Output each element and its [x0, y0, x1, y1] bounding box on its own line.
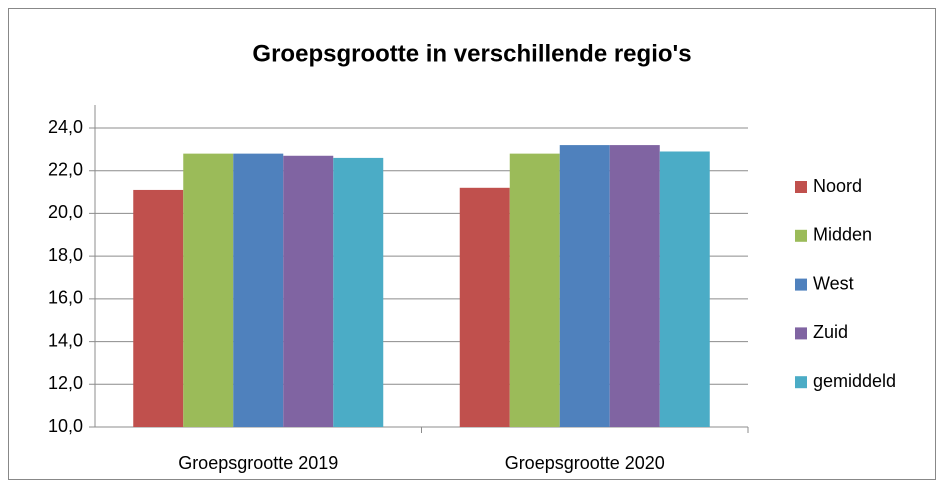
bar: [659, 151, 710, 427]
y-tick-label: 20,0: [48, 202, 83, 222]
bar: [333, 157, 384, 427]
legend-swatch: [795, 327, 807, 340]
legend-label: West: [813, 273, 854, 293]
bar: [609, 145, 660, 428]
legend-swatch: [795, 278, 807, 291]
y-tick-label: 18,0: [48, 245, 83, 265]
x-tick-label: Groepsgrootte 2020: [505, 453, 665, 473]
legend-swatch: [795, 181, 807, 193]
x-tick-label: Groepsgrootte 2019: [178, 453, 338, 473]
legend-swatch: [795, 376, 807, 389]
legend-label: gemiddeld: [813, 371, 896, 391]
y-tick-label: 10,0: [48, 416, 83, 436]
legend-label: Noord: [813, 176, 862, 196]
bar: [183, 153, 234, 427]
y-tick-label: 14,0: [48, 330, 83, 350]
bar: [509, 153, 560, 427]
chart-title: Groepsgrootte in verschillende regio's: [252, 40, 691, 67]
bar: [559, 145, 610, 428]
bar: [283, 155, 334, 427]
y-tick-label: 22,0: [48, 159, 83, 179]
legend-label: Midden: [813, 225, 872, 245]
y-tick-label: 12,0: [48, 373, 83, 393]
bar: [459, 187, 510, 427]
legend-label: Zuid: [813, 322, 848, 342]
bar: [133, 189, 184, 427]
y-tick-label: 16,0: [48, 288, 83, 308]
y-tick-label: 24,0: [48, 117, 83, 137]
legend-swatch: [795, 229, 807, 242]
bar: [233, 153, 284, 427]
